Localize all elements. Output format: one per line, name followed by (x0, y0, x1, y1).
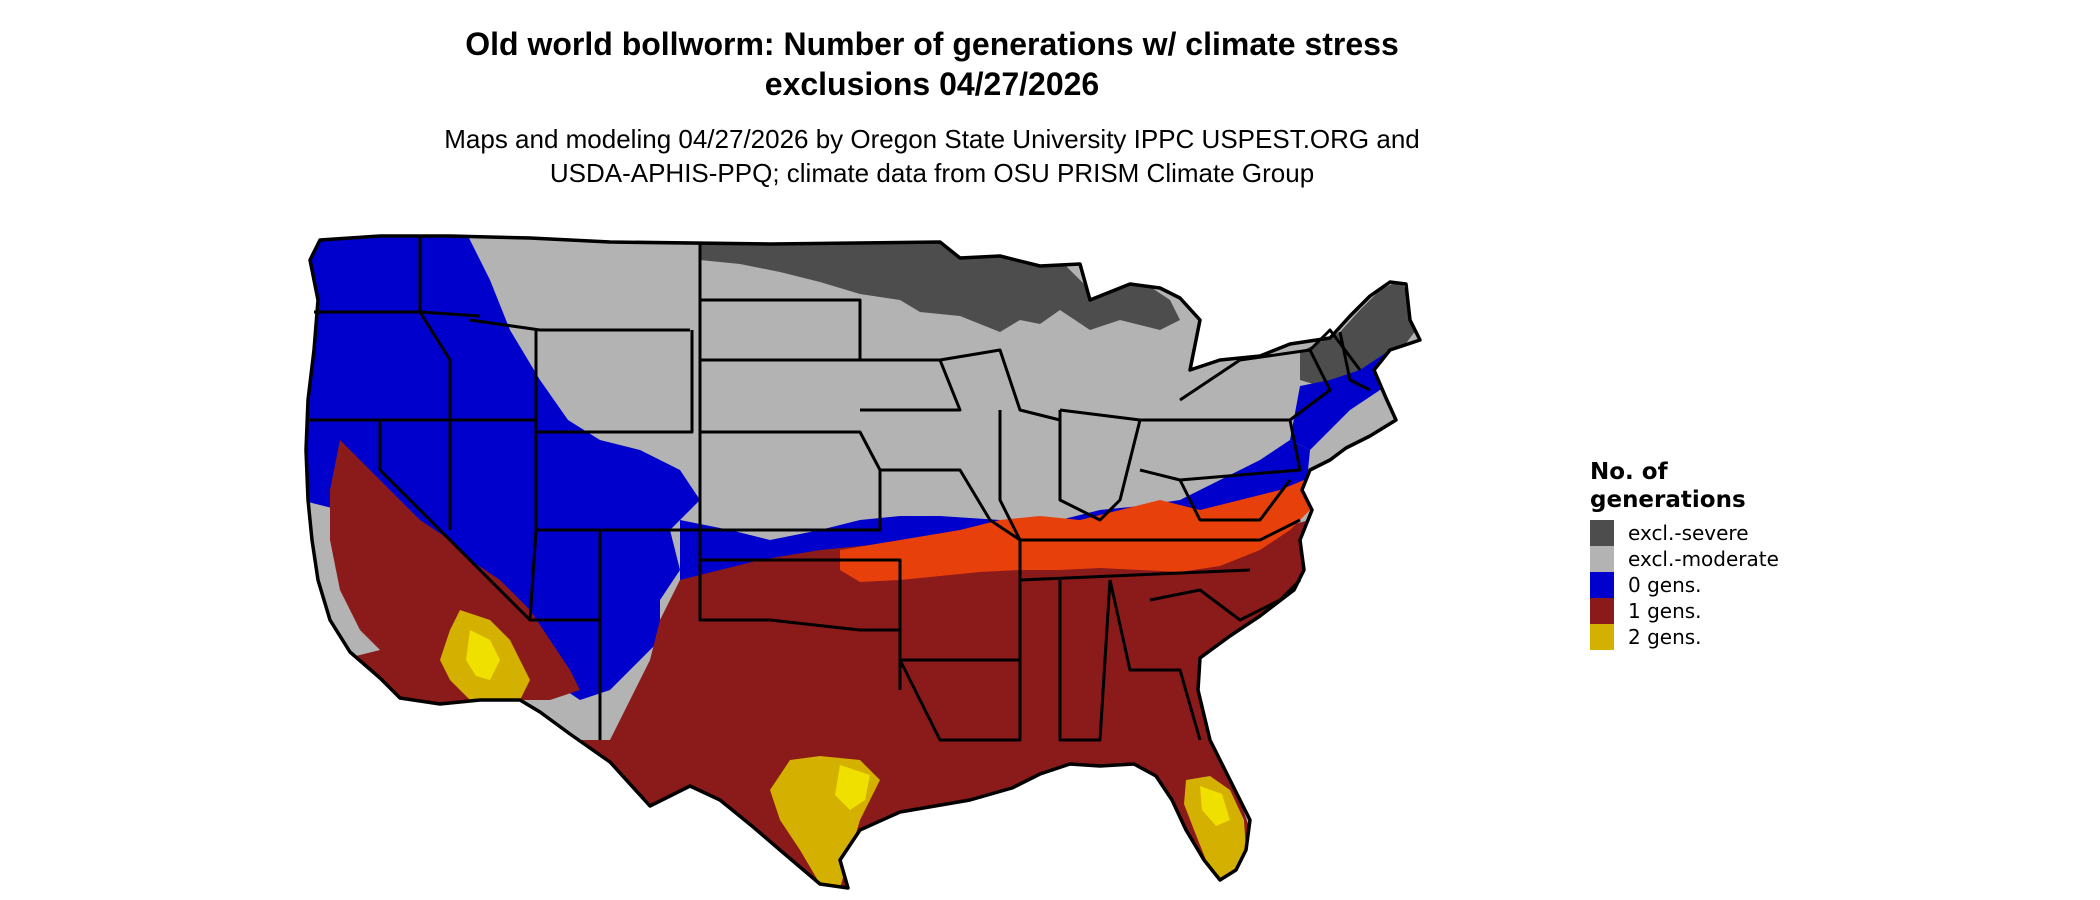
boundary-missouri-arkansas (880, 468, 1022, 662)
zone-two-florida (1184, 776, 1246, 880)
zone-two-texas-bright (835, 765, 870, 810)
zone-two-florida-bright (1200, 786, 1230, 826)
boundary-illinois-indiana (998, 410, 1022, 541)
zone-one-california (330, 440, 580, 700)
boundary-us-outline (304, 234, 1422, 890)
boundary-idaho (418, 236, 452, 420)
boundary-arizona-nm (528, 529, 602, 740)
boundary-pennsylvania (1139, 418, 1302, 482)
boundary-carolinas (1149, 578, 1302, 622)
state-boundaries (304, 234, 1422, 890)
legend-item-2-gens: 2 gens. (1590, 624, 1830, 650)
zone-two-arizona-bright (466, 630, 500, 680)
legend-item-0-gens: 0 gens. (1590, 572, 1830, 598)
legend-title-line-1: No. of (1590, 459, 1668, 485)
boundary-montana-south (469, 318, 690, 332)
boundary-texas-panhandle (698, 530, 902, 690)
legend-item-1-gens: 1 gens. (1590, 598, 1830, 624)
legend-label: 0 gens. (1628, 573, 1702, 597)
boundary-louisiana-mississippi (898, 659, 1022, 742)
legend-label: 2 gens. (1628, 625, 1702, 649)
map-title-line-2: exclusions 04/27/2026 (764, 66, 1100, 102)
legend: No. of generations excl.-severe excl.-mo… (1590, 458, 1830, 650)
legend-title: No. of generations (1590, 458, 1830, 514)
map-subtitle-line-2: USDA-APHIS-PPQ; climate data from OSU PR… (549, 158, 1315, 188)
boundary-tennessee-south (1019, 568, 1251, 582)
legend-swatch (1590, 624, 1614, 650)
map-title-line-1: Old world bollworm: Number of generation… (465, 26, 1399, 62)
legend-item-excl-moderate: excl.-moderate (1590, 546, 1830, 572)
boundary-mississippi-alabama (1058, 579, 1112, 742)
boundary-oklahoma (700, 558, 902, 630)
boundary-wyoming (534, 330, 694, 434)
legend-title-line-2: generations (1590, 487, 1746, 513)
boundary-virginia (1178, 479, 1292, 522)
legend-swatch (1590, 598, 1614, 624)
legend-swatch (1590, 572, 1614, 598)
legend-label: excl.-severe (1628, 521, 1749, 545)
zone-excl-severe-northeast (1300, 280, 1416, 386)
legend-swatch (1590, 520, 1614, 546)
zone-one-transition (840, 480, 1310, 582)
boundary-tennessee-kentucky (1020, 518, 1301, 542)
map-subtitle: Maps and modeling 04/27/2026 by Oregon S… (0, 122, 1864, 190)
us-generations-map (304, 234, 1422, 890)
legend-item-excl-severe: excl.-severe (1590, 520, 1830, 546)
boundary-indiana-ohio (1058, 408, 1142, 522)
boundary-new-england (1308, 328, 1371, 392)
boundary-nevada-west (378, 420, 532, 622)
map-subtitle-line-1: Maps and modeling 04/27/2026 by Oregon S… (444, 124, 1420, 154)
legend-swatch (1590, 546, 1614, 572)
boundary-alabama-georgia (1108, 579, 1202, 741)
legend-label: 1 gens. (1628, 599, 1702, 623)
legend-label: excl.-moderate (1628, 547, 1779, 571)
map-title: Old world bollworm: Number of generation… (0, 24, 1864, 104)
